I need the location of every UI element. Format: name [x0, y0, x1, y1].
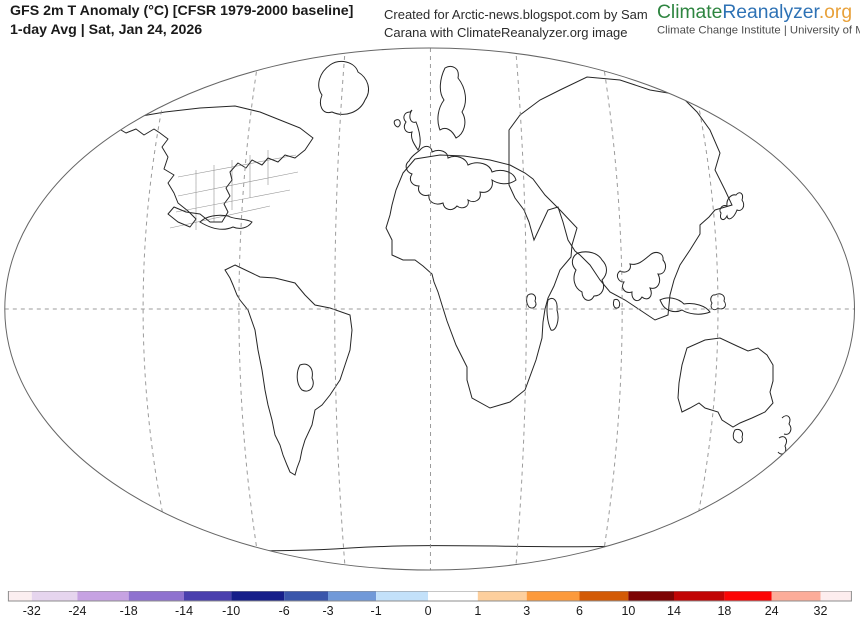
svg-text:ClimateReanalyzer.org: ClimateReanalyzer.org	[657, 2, 852, 23]
svg-text:-3: -3	[322, 604, 333, 618]
svg-text:3: 3	[523, 604, 530, 618]
svg-text:-10: -10	[222, 604, 240, 618]
svg-text:1: 1	[474, 604, 481, 618]
svg-text:-6: -6	[279, 604, 290, 618]
svg-text:-24: -24	[68, 604, 86, 618]
svg-text:-18: -18	[120, 604, 138, 618]
svg-text:18: 18	[717, 604, 731, 618]
svg-text:6: 6	[576, 604, 583, 618]
svg-text:Climate Change Institute | Uni: Climate Change Institute | University of…	[657, 25, 860, 37]
svg-text:0: 0	[425, 604, 432, 618]
svg-text:-1: -1	[371, 604, 382, 618]
svg-text:-32: -32	[23, 604, 41, 618]
svg-text:14: 14	[667, 604, 681, 618]
svg-text:10: 10	[621, 604, 635, 618]
svg-text:-14: -14	[175, 604, 193, 618]
svg-text:32: 32	[814, 604, 828, 618]
svg-text:24: 24	[765, 604, 779, 618]
